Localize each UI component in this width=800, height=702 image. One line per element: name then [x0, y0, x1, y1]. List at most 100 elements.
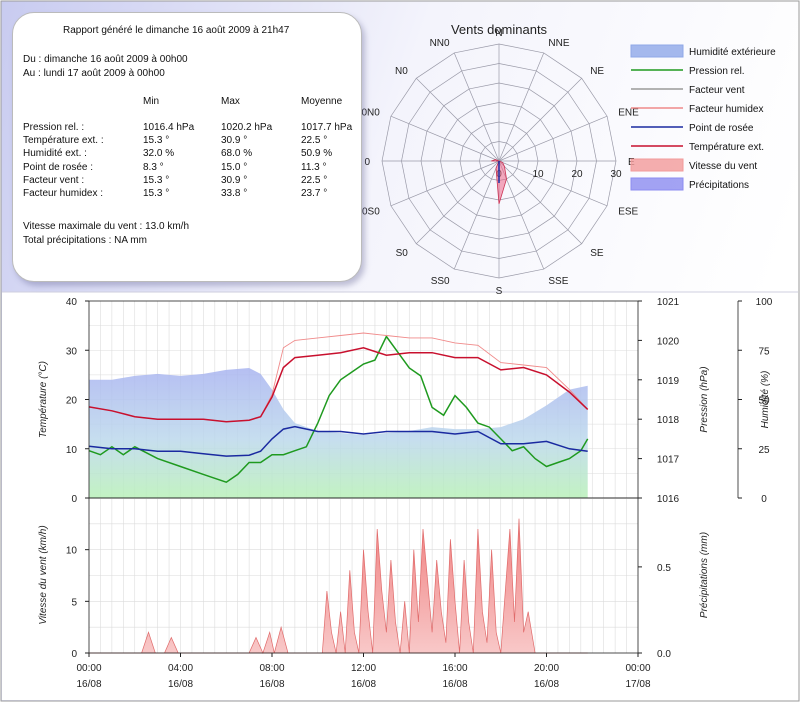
x-tick-time: 00:00 [625, 663, 650, 674]
legend-label: Facteur vent [689, 85, 745, 96]
radar-spoke [453, 52, 500, 162]
wind-speed-area [89, 518, 588, 654]
x-tick-date: 16/08 [168, 679, 193, 690]
radar-spoke [416, 160, 500, 244]
x-tick-date: 16/08 [76, 679, 101, 690]
y-tick-label: 40 [66, 297, 78, 308]
radar-direction-label: SSE [548, 276, 568, 287]
precip-axis-label: Précipitations (mm) [699, 532, 710, 618]
period-to: Au : lundi 17 août 2009 à 00h00 [23, 68, 165, 79]
stat-label: Point de rosée : [23, 161, 94, 173]
legend-item: Précipitations [630, 177, 749, 191]
radar-tick-label: 10 [532, 169, 544, 180]
radar-direction-label: SE [590, 248, 604, 259]
pressure-tick-label: 1018 [657, 415, 680, 426]
temperature-axis-label: Température (°C) [38, 361, 49, 438]
y-tick-label: 0 [71, 494, 77, 505]
wind-tick-label: 0 [71, 649, 77, 660]
legend-item: Humidité extérieure [630, 44, 776, 58]
wind-rose-title: Vents dominants [451, 22, 548, 37]
max-wind: Vitesse maximale du vent : 13.0 km/h [23, 221, 190, 232]
precip-tick-label: 0.5 [657, 563, 671, 574]
wind-rain-chart: 0 5 10 0.0 0.5 Vitesse du vent (km/h) Précipit… [38, 497, 710, 690]
radar-direction-label: ENE [618, 108, 639, 119]
precip-tick-label: 0.0 [657, 649, 671, 660]
legend-item: Température ext. [631, 142, 764, 153]
radar-direction-label: S [496, 286, 503, 297]
radar-spoke [390, 160, 500, 207]
y-tick-label: 10 [66, 445, 78, 456]
legend-swatch [630, 158, 684, 172]
legend-item: Pression rel. [631, 66, 745, 77]
pressure-tick-label: 1016 [657, 494, 680, 505]
humidity-axis-label: Humidité (%) [760, 371, 771, 429]
stat-label: Humidité ext. : [23, 148, 87, 160]
x-tick-date: 16/08 [259, 679, 284, 690]
radar-direction-label: 0 [364, 157, 370, 168]
x-tick-time: 12:00 [351, 663, 376, 674]
humidity-tick-label: 50 [758, 396, 770, 407]
temp-rature-ext-line [88, 347, 589, 423]
stat-min: 8.3 ° [143, 161, 164, 173]
stat-avg: 50.9 % [301, 148, 333, 160]
legend-swatch [630, 44, 684, 58]
legend-label: Précipitations [689, 180, 749, 191]
x-tick-time: 04:00 [168, 663, 193, 674]
stat-max: 15.0 ° [221, 161, 248, 173]
pressure-tick-label: 1017 [657, 455, 680, 466]
weather-line-chart: 0102030401016101710181019102010210255075… [38, 297, 773, 505]
stat-avg: 23.7 ° [301, 188, 328, 199]
radar-direction-label: NNE [548, 38, 569, 49]
total-precip: Total précipitations : NA mm [23, 235, 147, 246]
wind-tick-label: 5 [71, 597, 77, 608]
stat-max: 30.9 ° [221, 174, 248, 186]
stat-max: 1020.2 hPa [221, 122, 273, 133]
summary-panel: Rapport généré le dimanche 16 août 2009 … [12, 12, 362, 282]
radar-tick-label: 30 [610, 169, 622, 180]
stat-avg: 22.5 ° [301, 135, 328, 147]
legend-item: Facteur humidex [631, 104, 763, 115]
header-max: Max [221, 96, 240, 107]
radar-spoke [498, 160, 608, 207]
x-tick-date: 16/08 [442, 679, 467, 690]
pression-rel-line [88, 335, 589, 484]
header-min: Min [143, 96, 160, 107]
stat-max: 33.8 ° [221, 188, 248, 199]
radar-tick-label: 20 [571, 169, 583, 180]
x-tick-time: 00:00 [76, 663, 101, 674]
header-avg: Moyenne [301, 96, 343, 107]
radar-direction-label: NE [590, 66, 604, 77]
legend-label: Vitesse du vent [689, 161, 757, 172]
radar-direction-label: SS0 [431, 276, 450, 287]
stat-min: 15.3 ° [143, 174, 170, 186]
x-tick-time: 08:00 [259, 663, 284, 674]
pressure-tick-label: 1021 [657, 297, 680, 308]
radar-spoke [498, 160, 582, 244]
radar-direction-label: NN0 [430, 38, 450, 49]
legend-item: Point de rosée [631, 123, 754, 134]
legend-swatch [630, 177, 684, 191]
stat-avg: 22.5 ° [301, 174, 328, 186]
stat-label: Pression rel. : [23, 122, 85, 133]
pressure-axis-label: Pression (hPa) [699, 366, 710, 432]
stat-label: Facteur vent : [23, 174, 85, 186]
point-de-ros-eline [88, 425, 588, 457]
legend-item: Vitesse du vent [630, 158, 757, 172]
humidity-tick-label: 0 [761, 494, 767, 505]
stat-max: 30.9 ° [221, 135, 248, 147]
legend-label: Facteur humidex [689, 104, 763, 115]
stat-avg: 1017.7 hPa [301, 122, 353, 133]
stat-min: 1016.4 hPa [143, 122, 195, 133]
radar-direction-label: N0 [395, 66, 408, 77]
x-tick-date: 16/08 [351, 679, 376, 690]
y-tick-label: 30 [66, 346, 78, 357]
stat-avg: 11.3 ° [301, 161, 327, 173]
wind-axis-label: Vitesse du vent (km/h) [38, 525, 49, 624]
wind-tick-label: 10 [66, 546, 78, 557]
legend-item: Facteur vent [631, 85, 745, 96]
radar-spoke [390, 115, 500, 162]
pressure-tick-label: 1020 [657, 336, 680, 347]
x-tick-date: 16/08 [534, 679, 559, 690]
radar-direction-label: ESE [618, 206, 638, 217]
radar-direction-label: S0 [396, 248, 409, 259]
